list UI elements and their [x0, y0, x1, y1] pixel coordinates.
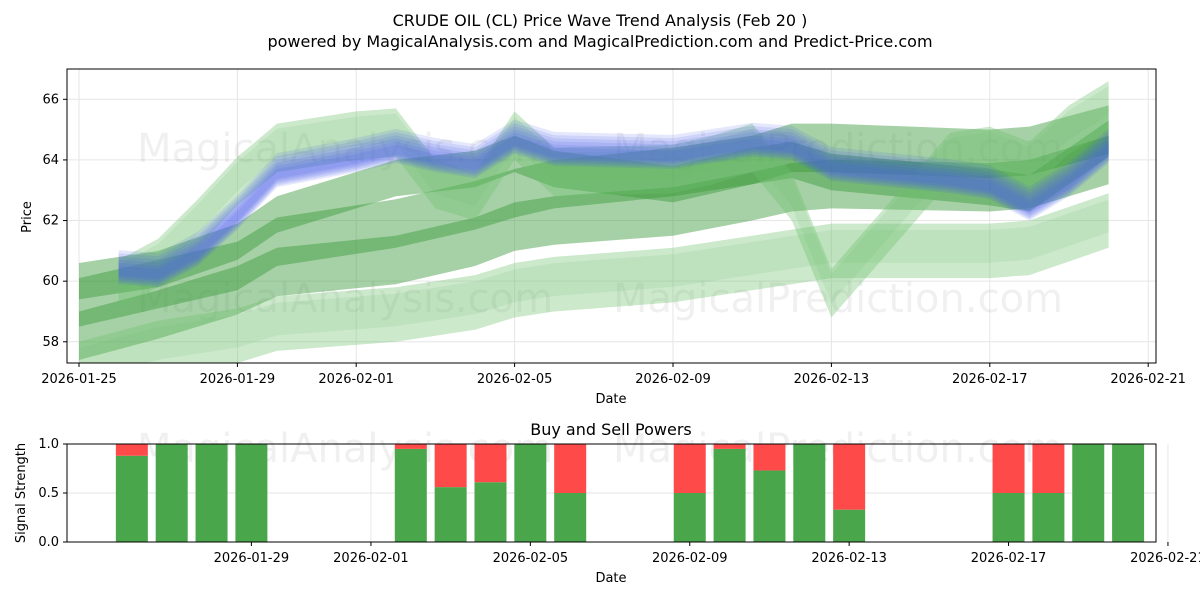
blue-wave-band — [118, 123, 1109, 281]
buy-bar — [394, 448, 427, 542]
sell-bar — [474, 444, 507, 483]
sell-bar — [992, 444, 1025, 493]
price-y-tick-label: 60 — [42, 274, 59, 289]
buy-bar — [793, 444, 826, 542]
price-x-axis: 2026-01-25 2026-01-29 2026-02-01 2026-02-05… — [41, 363, 1186, 387]
light-green-low-band — [79, 193, 1109, 363]
price-watermarks: MagicalAnalysis.com MagicalPrediction.co… — [137, 126, 1063, 322]
price-x-tick-label: 2026-02-01 — [318, 372, 394, 387]
price-y-tick-label: 62 — [42, 214, 59, 229]
power-x-tick-label: 2026-02-13 — [811, 551, 887, 566]
chart-title: CRUDE OIL (CL) Price Wave Trend Analysis… — [393, 11, 808, 30]
buy-bar — [474, 482, 507, 542]
price-grid — [67, 69, 1156, 363]
price-x-tick-label: 2026-02-13 — [794, 372, 870, 387]
buy-bar — [514, 444, 547, 542]
watermark-analysis-top: MagicalAnalysis.com — [137, 126, 553, 172]
price-y-label: Price — [20, 201, 35, 233]
buy-bar — [1032, 493, 1065, 542]
sell-bar — [713, 444, 746, 449]
price-y-tick-label: 66 — [42, 92, 59, 107]
sell-bar — [673, 444, 706, 493]
power-chart-title: Buy and Sell Powers — [530, 420, 692, 439]
price-y-tick-label: 58 — [42, 335, 59, 350]
buy-bar — [833, 509, 866, 542]
sell-bar — [434, 444, 467, 488]
blue-wave-band — [118, 119, 1109, 279]
sell-bar — [1032, 444, 1065, 493]
buy-bar — [554, 493, 587, 542]
light-green-low-band-inner — [79, 199, 1109, 363]
price-series — [79, 81, 1109, 363]
price-x-tick-label: 2026-01-25 — [41, 372, 117, 387]
buy-bar — [155, 444, 188, 542]
watermark-analysis-mid: MagicalAnalysis.com — [137, 276, 553, 322]
price-chart: MagicalAnalysis.com MagicalPrediction.co… — [20, 68, 1186, 407]
power-x-label: Date — [595, 571, 626, 586]
buy-bar — [1112, 444, 1145, 542]
price-y-tick-label: 64 — [42, 153, 59, 168]
price-x-tick-label: 2026-02-09 — [635, 372, 711, 387]
sell-bar — [115, 444, 148, 456]
buy-bar — [1072, 444, 1105, 542]
blue-wave-band — [118, 132, 1109, 286]
green-wave-upper-band — [79, 120, 1109, 300]
sell-bar — [753, 444, 786, 471]
power-y-label: Signal Strength — [14, 443, 29, 543]
buy-bar — [115, 455, 148, 542]
buy-bar — [992, 493, 1025, 542]
price-x-label: Date — [595, 392, 626, 407]
power-x-axis: 2026-01-29 2026-02-01 2026-02-05 2026-02-09… — [214, 542, 1200, 566]
power-x-tick-label: 2026-02-09 — [652, 551, 728, 566]
power-y-axis: 0.0 0.5 1.0 — [38, 437, 67, 550]
blue-wave-band — [118, 129, 1109, 284]
power-x-tick-label: 2026-02-01 — [333, 551, 409, 566]
price-x-tick-label: 2026-02-17 — [952, 372, 1028, 387]
sell-bar — [554, 444, 587, 493]
power-x-tick-label: 2026-02-21 — [1130, 551, 1200, 566]
light-green-wave-band — [118, 81, 1109, 318]
power-y-tick-label: 1.0 — [38, 437, 59, 452]
power-y-tick-label: 0.5 — [38, 486, 59, 501]
power-y-tick-label: 0.0 — [38, 535, 59, 550]
buy-bar — [195, 444, 228, 542]
watermark-prediction-top: MagicalPrediction.com — [613, 126, 1063, 172]
buy-bar — [753, 470, 786, 542]
price-x-tick-label: 2026-02-21 — [1110, 372, 1186, 387]
price-x-tick-label: 2026-01-29 — [200, 372, 276, 387]
sell-bar — [394, 444, 427, 449]
power-bars — [115, 444, 1145, 542]
blue-wave-band — [118, 135, 1109, 288]
blue-wave-band — [118, 126, 1109, 283]
chart-subtitle: powered by MagicalAnalysis.com and Magic… — [267, 32, 932, 51]
buy-bar — [434, 487, 467, 542]
price-y-axis: 58 60 62 64 66 — [42, 92, 67, 350]
power-chart: Buy and Sell Powers MagicalAnalysis.com … — [14, 420, 1200, 586]
power-x-tick-label: 2026-02-05 — [493, 551, 569, 566]
watermark-prediction-mid: MagicalPrediction.com — [613, 276, 1063, 322]
price-x-tick-label: 2026-02-05 — [477, 372, 553, 387]
sell-bar — [833, 444, 866, 510]
green-wave-mid-band — [79, 105, 1109, 327]
buy-bar — [713, 448, 746, 542]
buy-bar — [235, 444, 268, 542]
power-x-tick-label: 2026-02-17 — [971, 551, 1047, 566]
power-x-tick-label: 2026-01-29 — [214, 551, 290, 566]
light-green-wave-band-inner — [118, 86, 1109, 304]
buy-bar — [673, 493, 706, 542]
green-wave-lower-band — [79, 135, 1109, 360]
